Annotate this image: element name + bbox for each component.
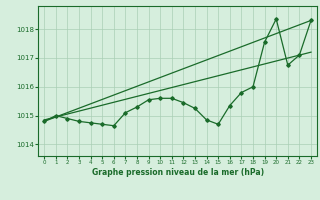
X-axis label: Graphe pression niveau de la mer (hPa): Graphe pression niveau de la mer (hPa) <box>92 168 264 177</box>
